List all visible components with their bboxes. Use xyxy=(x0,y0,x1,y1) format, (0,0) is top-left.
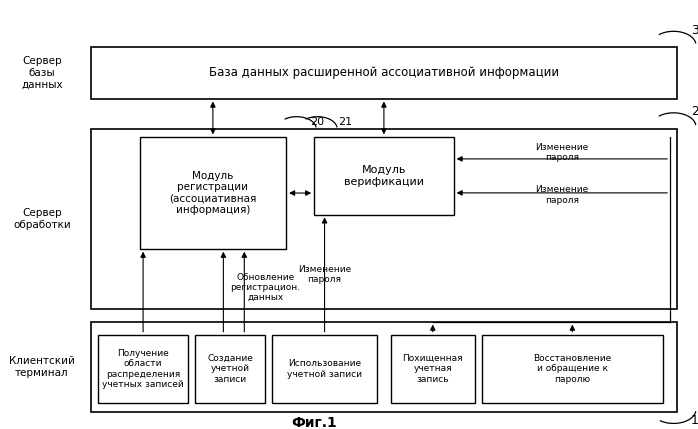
FancyBboxPatch shape xyxy=(272,335,377,403)
Text: Обновление
регистрацион.
данных: Обновление регистрацион. данных xyxy=(230,272,300,302)
FancyBboxPatch shape xyxy=(91,47,677,99)
FancyBboxPatch shape xyxy=(482,335,663,403)
FancyBboxPatch shape xyxy=(195,335,265,403)
FancyBboxPatch shape xyxy=(391,335,475,403)
FancyBboxPatch shape xyxy=(91,322,677,412)
Text: Получение
области
распределения
учетных записей: Получение области распределения учетных … xyxy=(102,349,184,389)
Text: 3: 3 xyxy=(691,24,698,36)
Text: 2: 2 xyxy=(691,105,698,118)
Text: Изменение
пароля: Изменение пароля xyxy=(535,143,588,163)
Text: Фиг.1: Фиг.1 xyxy=(291,416,337,429)
FancyBboxPatch shape xyxy=(314,137,454,214)
Text: 21: 21 xyxy=(339,117,352,127)
FancyBboxPatch shape xyxy=(98,335,188,403)
Text: Сервер
базы
данных: Сервер базы данных xyxy=(21,56,63,90)
Text: Клиентский
терминал: Клиентский терминал xyxy=(9,356,75,378)
Text: Восстановление
и обращение к
паролю: Восстановление и обращение к паролю xyxy=(533,354,611,384)
Text: Сервер
обработки: Сервер обработки xyxy=(13,208,70,230)
FancyBboxPatch shape xyxy=(140,137,286,249)
Text: Изменение
пароля: Изменение пароля xyxy=(298,265,351,284)
Text: Изменение
пароля: Изменение пароля xyxy=(535,185,588,205)
Text: Использование
учетной записи: Использование учетной записи xyxy=(287,359,362,379)
Text: Похищенная
учетная
запись: Похищенная учетная запись xyxy=(403,354,463,384)
Text: 20: 20 xyxy=(311,117,325,127)
FancyBboxPatch shape xyxy=(91,129,677,309)
Text: 1: 1 xyxy=(691,414,698,427)
Text: Модуль
верификации: Модуль верификации xyxy=(344,165,424,187)
Text: Модуль
регистрации
(ассоциативная
информация): Модуль регистрации (ассоциативная информ… xyxy=(169,171,257,215)
Text: База данных расширенной ассоциативной информации: База данных расширенной ассоциативной ин… xyxy=(209,66,559,79)
Text: Создание
учетной
записи: Создание учетной записи xyxy=(207,354,253,384)
